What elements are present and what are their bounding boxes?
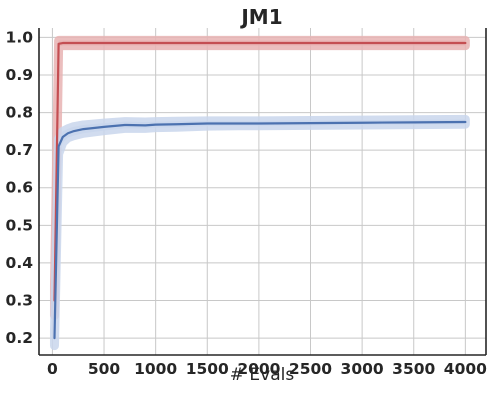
y-tick-label: 0.8	[6, 104, 33, 122]
x-tick-label: 1000	[134, 360, 177, 378]
series-0-line	[53, 41, 467, 302]
x-tick-labels: 0 500 1000 1500 2000 2500 3000 3500 4000	[47, 360, 487, 378]
x-tick-label: 2500	[289, 360, 332, 378]
grid	[39, 28, 486, 355]
y-tick-label: 0.7	[6, 141, 33, 159]
series-lines	[53, 41, 467, 340]
y-tick-label: 0.4	[6, 254, 34, 272]
confidence-bands	[49, 35, 470, 351]
y-tick-labels: 0.2 0.3 0.4 0.5 0.6 0.7 0.8 0.9 1.0	[6, 28, 34, 347]
y-tick-label: 0.2	[6, 329, 33, 347]
chart-title: JM1	[239, 5, 282, 29]
x-tick-label: 0	[47, 360, 58, 378]
y-tick-label: 1.0	[6, 28, 34, 46]
y-tick-label: 0.5	[6, 216, 33, 234]
axes	[38, 28, 487, 356]
series-0-band	[49, 35, 470, 321]
y-tick-label: 0.9	[6, 66, 33, 84]
x-tick-label: 1500	[186, 360, 229, 378]
series-1-band	[49, 114, 470, 351]
x-tick-label: 4000	[444, 360, 487, 378]
x-tick-label: 3000	[341, 360, 384, 378]
x-tick-label: 500	[88, 360, 121, 378]
x-tick-label: 3500	[392, 360, 435, 378]
series-1-line	[53, 120, 467, 340]
y-tick-label: 0.3	[6, 292, 33, 310]
y-tick-label: 0.6	[6, 179, 33, 197]
x-axis-label: # Evals	[230, 365, 295, 385]
x-tick-label: 2000	[237, 360, 280, 378]
